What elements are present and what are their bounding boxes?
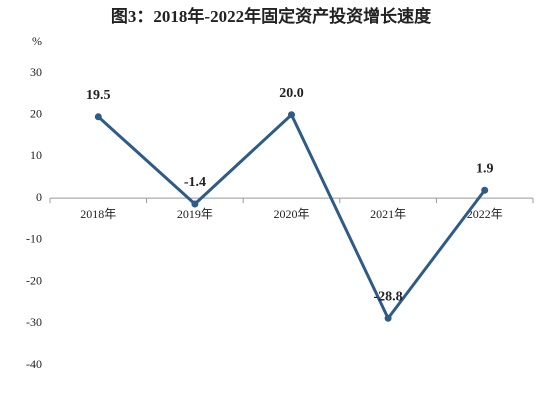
x-tick-label: 2020年 bbox=[273, 207, 309, 221]
y-tick-label: 30 bbox=[30, 65, 42, 79]
point bbox=[481, 186, 489, 194]
x-tick-label: 2018年 bbox=[80, 207, 116, 221]
x-tick-label: 2019年 bbox=[177, 207, 213, 221]
x-tick-label: 2022年 bbox=[467, 207, 503, 221]
point bbox=[288, 111, 295, 119]
chart-title: 图3：2018年-2022年固定资产投资增长速度 bbox=[111, 6, 432, 26]
y-unit: % bbox=[32, 34, 42, 48]
y-tick-label: -20 bbox=[26, 273, 42, 287]
value-label: -1.4 bbox=[184, 175, 206, 190]
x-tick-label: 2021年 bbox=[370, 207, 406, 221]
point bbox=[94, 113, 102, 121]
y-tick-label: 20 bbox=[30, 106, 42, 120]
value-label: 1.9 bbox=[476, 161, 494, 176]
value-label: 19.5 bbox=[86, 88, 111, 103]
y-tick-label: 0 bbox=[36, 190, 42, 204]
y-tick-label: -30 bbox=[26, 315, 42, 329]
value-label: 20.0 bbox=[279, 86, 304, 101]
value-label: -28.8 bbox=[374, 289, 403, 304]
y-tick-label: -10 bbox=[26, 232, 42, 246]
point bbox=[384, 314, 392, 322]
y-tick-label: 10 bbox=[30, 148, 42, 162]
point bbox=[191, 200, 199, 208]
y-tick-label: -40 bbox=[26, 357, 42, 371]
